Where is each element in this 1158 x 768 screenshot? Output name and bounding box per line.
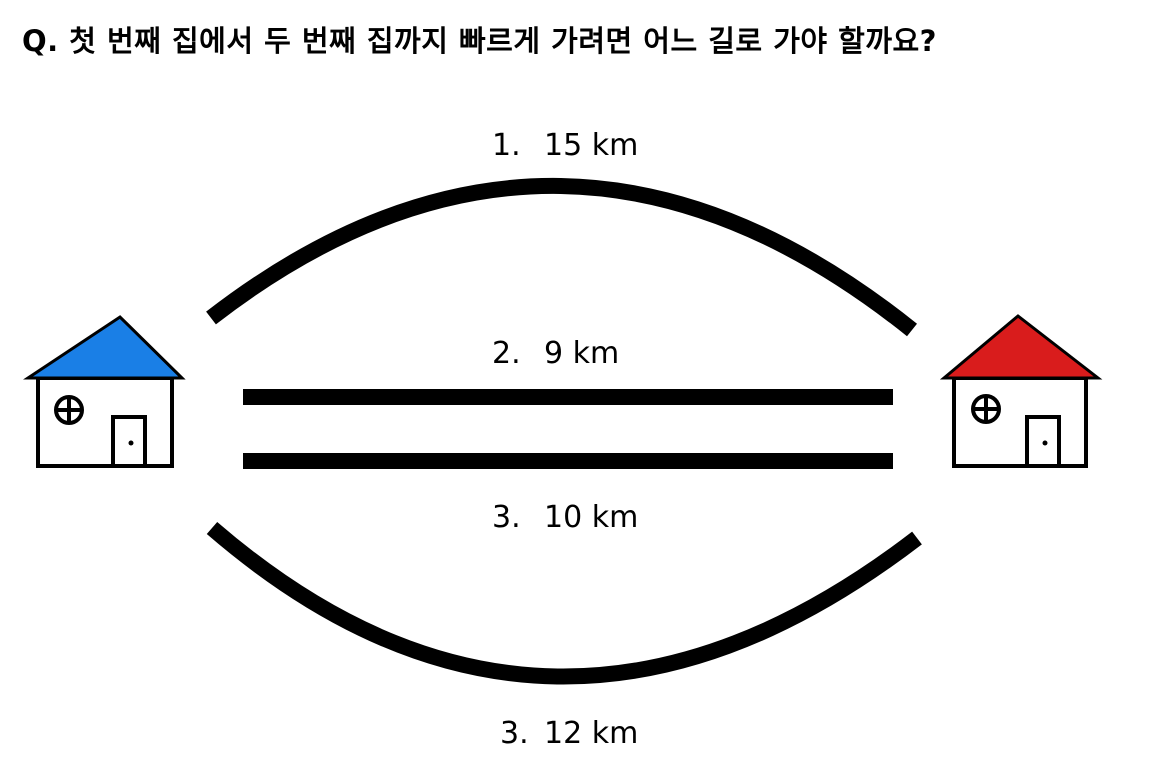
- route-4-number: 3.: [500, 716, 529, 751]
- second-house-window: [971, 394, 1001, 424]
- route-1-label: 1. 15 km: [492, 128, 638, 163]
- first-house: [23, 315, 186, 468]
- route-4-label: 3. 12 km: [500, 716, 638, 751]
- route-3-label: 3. 10 km: [492, 500, 638, 535]
- question-text: Q. 첫 번째 집에서 두 번째 집까지 빠르게 가려면 어느 길로 가야 할까…: [22, 24, 938, 58]
- route-3-distance: 10 km: [544, 500, 639, 535]
- first-house-window: [54, 395, 84, 425]
- route-2-label: 2. 9 km: [492, 336, 619, 371]
- second-house-door: [1025, 415, 1061, 468]
- route-1-distance: 15 km: [544, 128, 639, 163]
- first-house-roof: [23, 315, 186, 380]
- route-4-distance: 12 km: [544, 716, 639, 751]
- second-house-wall: [952, 376, 1088, 468]
- route-2-distance: 9 km: [544, 336, 620, 371]
- road-4-bottom-arc: [206, 521, 922, 685]
- second-house: [939, 314, 1103, 468]
- first-house-wall: [36, 376, 174, 468]
- road-1-top-arc: [206, 177, 917, 337]
- route-1-number: 1.: [492, 128, 521, 163]
- route-3-number: 3.: [492, 500, 521, 535]
- first-house-door: [111, 415, 147, 468]
- second-house-roof: [939, 314, 1103, 380]
- route-2-number: 2.: [492, 336, 521, 371]
